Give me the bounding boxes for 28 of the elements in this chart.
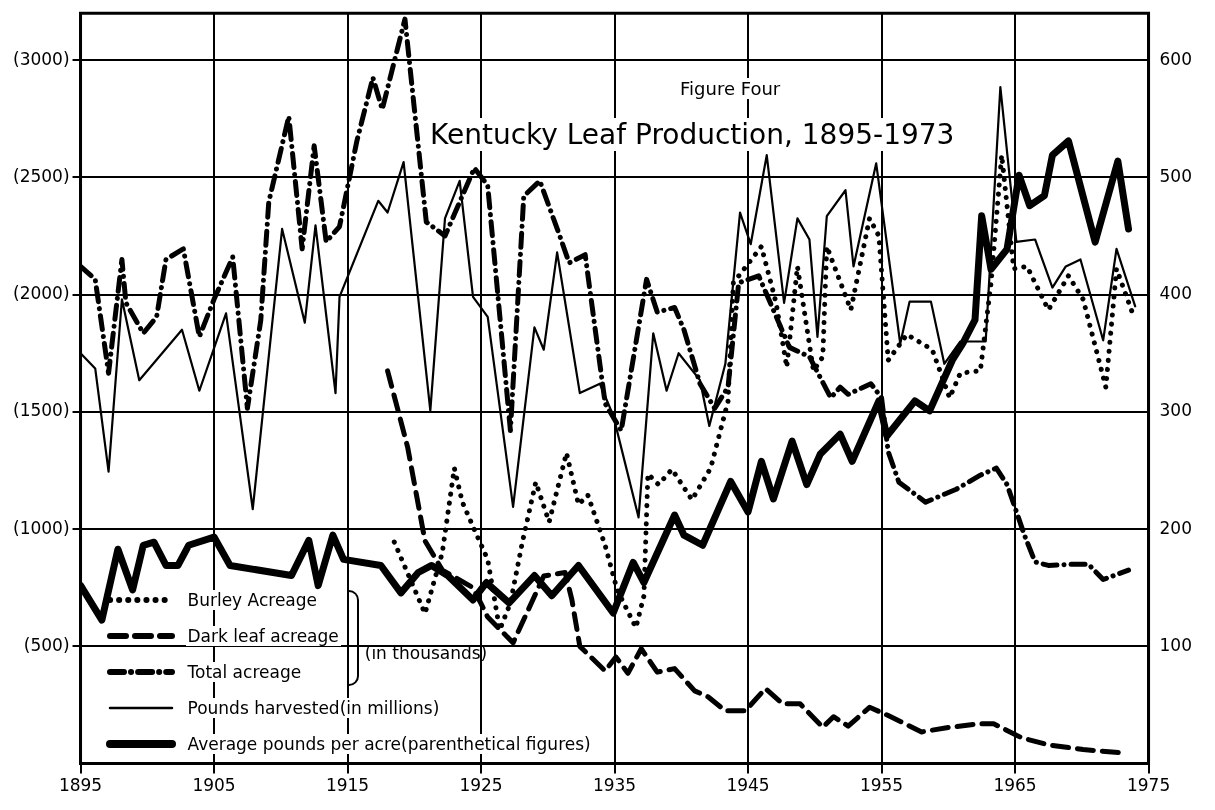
y-tick-label: (2500) — [13, 165, 70, 186]
x-tick-label: 1905 — [192, 775, 236, 796]
y-tick-label: (1500) — [13, 400, 70, 421]
text: Kentucky Leaf Production, 1895-1973 — [430, 118, 955, 151]
y2-tick-label: 400 — [1159, 283, 1193, 304]
legend-label: Dark leaf acreage — [185, 625, 341, 646]
x-tick-label: 1895 — [58, 775, 103, 796]
y2-tick-label: 600 — [1159, 48, 1193, 69]
x-tick-label: 1945 — [726, 775, 770, 796]
y2-tick-label: 200 — [1159, 517, 1193, 538]
x-tick-label: 1965 — [993, 775, 1037, 796]
text: Figure Four — [680, 78, 781, 99]
y-tick-label: (3000) — [13, 48, 70, 69]
y-tick-label: (500) — [23, 634, 70, 655]
y2-tick-label: 100 — [1159, 634, 1193, 655]
y-tick-label: (1000) — [13, 517, 70, 538]
x-tick-label: 1915 — [325, 775, 370, 796]
legend-label: Average pounds per acre(parenthetical figures) — [185, 733, 593, 754]
y-tick-label: (2000) — [13, 283, 70, 304]
x-tick-label: 1975 — [1126, 775, 1171, 796]
y2-tick-label: 500 — [1159, 165, 1193, 186]
legend-label: Burley Acreage — [185, 589, 320, 610]
legend-label: Total acreage — [185, 661, 304, 682]
y2-tick-label: 300 — [1159, 400, 1193, 421]
legend-label: Pounds harvested(in millions) — [185, 697, 442, 718]
x-tick-label: 1925 — [459, 775, 503, 796]
x-tick-label: 1955 — [859, 775, 904, 796]
x-tick-label: 1935 — [592, 775, 637, 796]
